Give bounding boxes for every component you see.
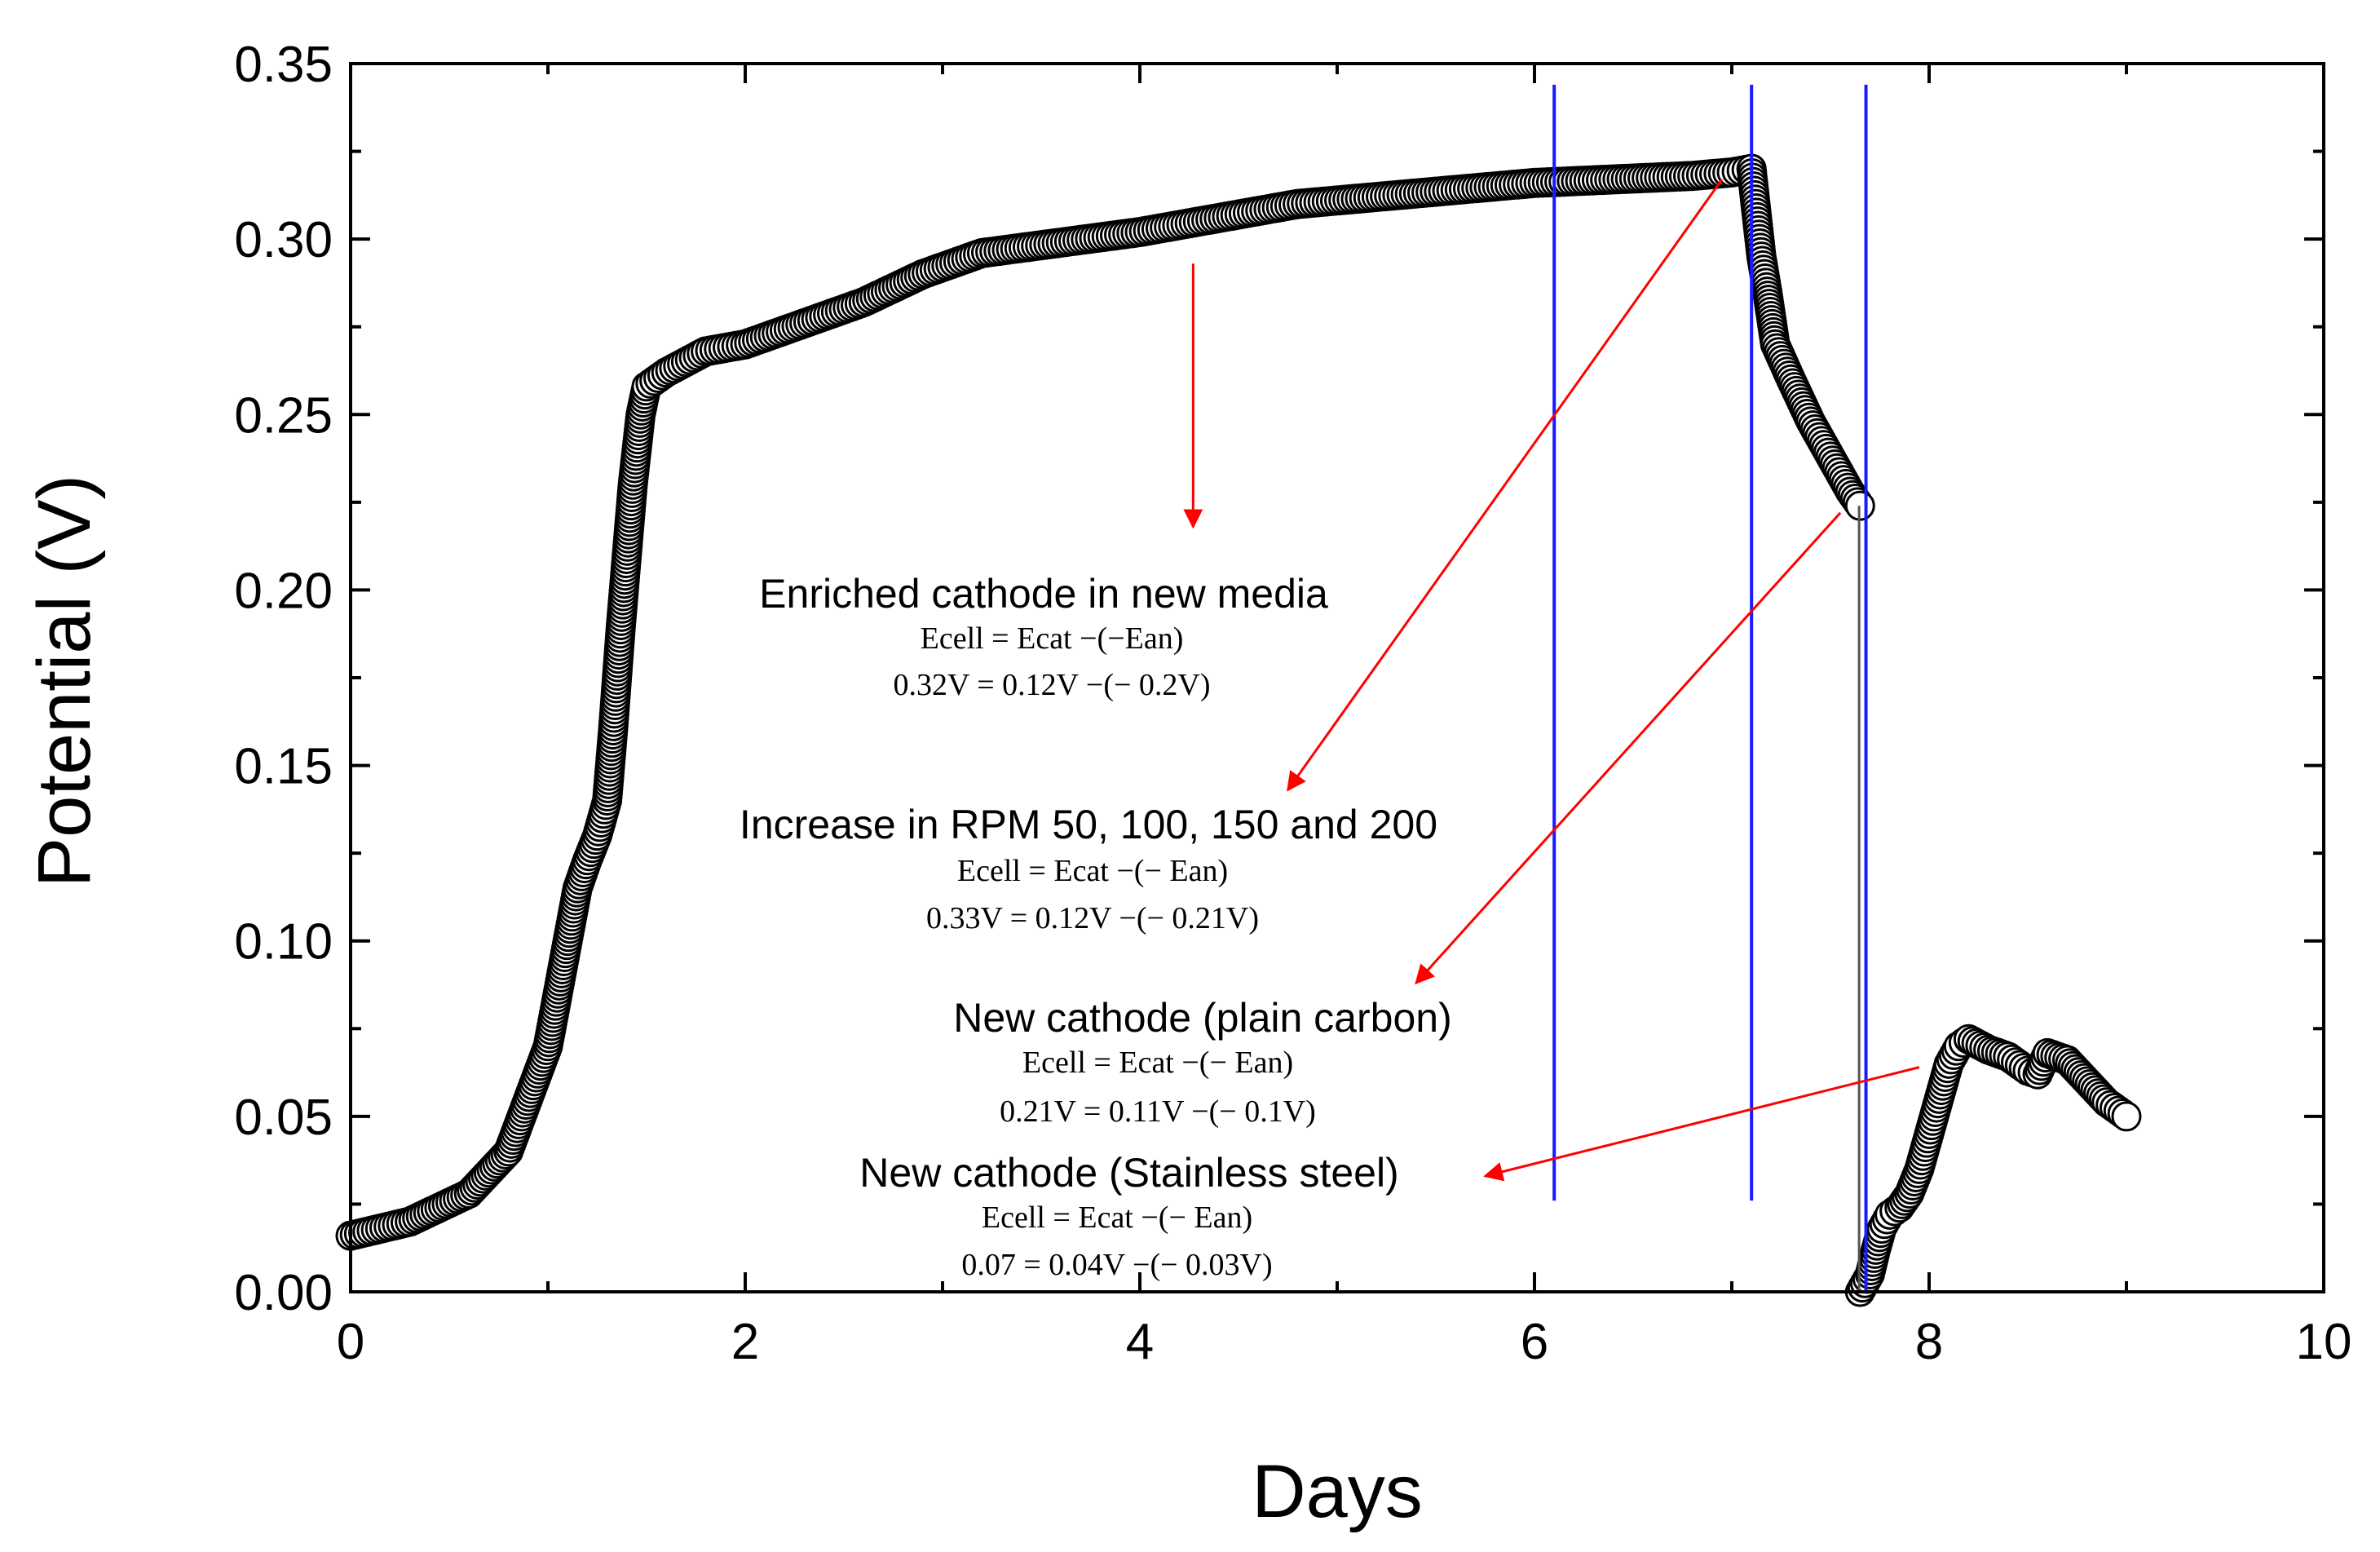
- annotation-1-title: Increase in RPM 50, 100, 150 and 200: [740, 802, 1437, 847]
- annotation-arrow: [1483, 1066, 1920, 1182]
- y-axis-title: Potential (V): [23, 475, 106, 887]
- plot-frame: [349, 62, 2325, 1293]
- annotation-arrow: [1415, 511, 1842, 985]
- x-tick-label: 4: [1126, 1314, 1154, 1370]
- x-tick-label: 8: [1915, 1314, 1943, 1370]
- y-tick-label: 0.30: [234, 212, 333, 268]
- annotation-arrow: [1287, 179, 1724, 792]
- x-tick-label: 6: [1521, 1314, 1548, 1370]
- y-tick-label: 0.10: [234, 914, 333, 971]
- x-tick-label: 0: [337, 1314, 364, 1370]
- x-tick-label: 10: [2296, 1314, 2352, 1370]
- y-tick-label: 0.05: [234, 1090, 333, 1146]
- y-tick-label: 0.15: [234, 739, 333, 795]
- annotation-0-title: Enriched cathode in new media: [759, 571, 1328, 617]
- annotation-1-values: 0.33V = 0.12V −(− 0.21V): [926, 901, 1259, 935]
- annotation-3-equation: Ecell = Ecat −(− Ean): [982, 1200, 1252, 1235]
- annotation-2-equation: Ecell = Ecat −(− Ean): [1022, 1046, 1293, 1080]
- annotation-0-values: 0.32V = 0.12V −(− 0.2V): [893, 668, 1210, 702]
- y-tick-label: 0.35: [234, 37, 333, 93]
- y-tick-label: 0.25: [234, 387, 333, 444]
- annotation-2-values: 0.21V = 0.11V −(− 0.1V): [1000, 1094, 1316, 1129]
- annotation-0-equation: Ecell = Ecat −(−Ean): [921, 621, 1184, 656]
- y-tick-label: 0.20: [234, 563, 333, 619]
- annotation-3-values: 0.07 = 0.04V −(− 0.03V): [961, 1248, 1272, 1282]
- series-0: [335, 153, 1767, 1251]
- annotation-3-title: New cathode (Stainless steel): [859, 1150, 1398, 1196]
- series-2: [1844, 1024, 2142, 1307]
- x-tick-label: 2: [731, 1314, 759, 1370]
- data-points: [335, 153, 2142, 1307]
- annotation-2-title: New cathode (plain carbon): [953, 995, 1451, 1041]
- series-1: [1736, 153, 1875, 521]
- annotations: Enriched cathode in new media Ecell = Ec…: [740, 571, 1452, 1282]
- data-point: [2111, 1101, 2142, 1132]
- y-tick-label: 0.00: [234, 1265, 333, 1321]
- axis-ticks: 0 2 4 6 8 10 0.00 0.05 0.10 0.15 0.20 0.25 0.30 0.35: [234, 37, 2351, 1370]
- x-axis-title: Days: [1252, 1450, 1423, 1533]
- reference-lines: [1183, 84, 1920, 1292]
- annotation-1-equation: Ecell = Ecat −(− Ean): [957, 854, 1228, 888]
